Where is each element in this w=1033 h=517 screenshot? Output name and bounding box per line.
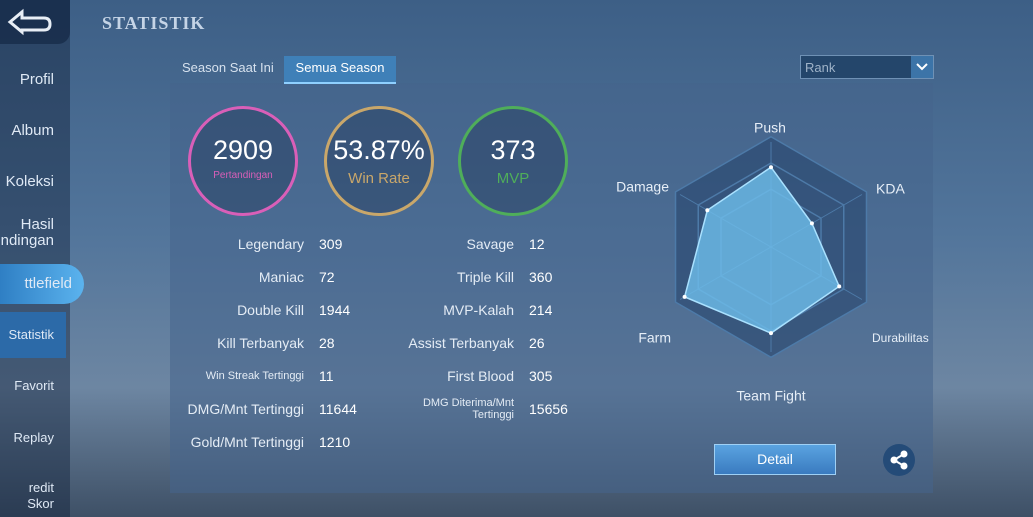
menu-item[interactable]: Koleksi <box>5 173 54 190</box>
stat-value: 28 <box>319 335 335 351</box>
stat-label: Double Kill <box>237 302 304 318</box>
stat-label: Kill Terbanyak <box>217 335 304 351</box>
stat-value: 214 <box>529 302 553 318</box>
stat-value: 11 <box>319 368 334 384</box>
chevron <box>916 63 928 71</box>
menu-item[interactable]: Album <box>11 122 54 139</box>
back-button[interactable] <box>0 0 70 44</box>
stat-label: DMG Diterima/Mnt Tertinggi <box>422 397 514 421</box>
stat-label: Win Streak Tertinggi <box>205 370 304 382</box>
radar-point <box>769 165 773 170</box>
tab-active[interactable]: Semua Season <box>284 56 396 84</box>
stat-value: 11644 <box>319 401 357 417</box>
stat-value: 305 <box>529 368 553 384</box>
stat-label: Savage <box>466 236 514 252</box>
radar-point <box>769 331 773 336</box>
radar-point <box>705 208 710 213</box>
stat-label: Maniac <box>258 269 304 285</box>
menu-item[interactable]: Replay <box>13 430 54 445</box>
dropdown-arrow <box>911 56 933 78</box>
radar-label: Damage <box>616 179 669 195</box>
menu-item[interactable]: Profil <box>19 71 54 88</box>
stat-label: Gold/Mnt Tertinggi <box>190 434 304 450</box>
arrow-icon <box>916 63 928 71</box>
stat-value: 1210 <box>319 434 351 450</box>
menu-item[interactable]: Statistik <box>0 312 66 358</box>
menu-item[interactable]: Hasil ndingan <box>0 216 54 249</box>
stat-label: Triple Kill <box>456 269 514 285</box>
arrow <box>7 8 52 36</box>
radar-point <box>809 221 814 226</box>
stat-label: MVP-Kalah <box>443 302 514 318</box>
stat-label: DMG/Mnt Tertinggi <box>187 401 304 417</box>
summary-label: MVP <box>496 170 530 187</box>
detail-button[interactable]: Detail <box>714 444 836 475</box>
sidebar <box>0 0 70 517</box>
stat-label: Legendary <box>237 236 304 252</box>
page-title: STATISTIK <box>102 13 206 33</box>
stat-value: 72 <box>319 269 335 285</box>
menu-item[interactable]: redit Skor <box>27 480 54 511</box>
summary-value: 373 <box>490 135 536 165</box>
stat-value: 12 <box>529 236 545 252</box>
summary-value: 53.87% <box>333 135 425 165</box>
tab[interactable]: Season Saat Ini <box>182 60 274 75</box>
summary-label: Pertandingan <box>213 170 273 181</box>
dropdown[interactable]: Rank <box>800 55 934 79</box>
stat-value: 360 <box>529 269 553 285</box>
stat-label: Assist Terbanyak <box>408 335 514 351</box>
stat-value: 1944 <box>319 302 351 318</box>
summary-label: Win Rate <box>348 170 410 187</box>
menu-item[interactable]: ttlefield <box>0 264 84 304</box>
stat-value: 26 <box>529 335 545 351</box>
menu-item[interactable]: Favorit <box>14 378 54 393</box>
share-button[interactable] <box>883 444 915 476</box>
summary-circle: 373 MVP <box>458 106 568 216</box>
radar-label: Push <box>754 120 786 136</box>
stat-label: First Blood <box>447 368 514 384</box>
radar-point <box>837 284 842 289</box>
back-icon <box>7 8 52 36</box>
summary-circle: 53.87% Win Rate <box>324 106 434 216</box>
dropdown-label: Rank <box>805 60 836 75</box>
summary-circle: 2909 Pertandingan <box>188 106 298 216</box>
summary-value: 2909 <box>212 135 274 165</box>
share-icon <box>890 450 908 470</box>
radar-label: Team Fight <box>736 388 805 404</box>
stat-value: 15656 <box>529 401 568 417</box>
radar-point <box>682 294 687 299</box>
radar-label: KDA <box>876 181 905 197</box>
stat-value: 309 <box>319 236 343 252</box>
radar-label: Durabilitas <box>872 331 929 345</box>
radar-label: Farm <box>638 330 671 346</box>
